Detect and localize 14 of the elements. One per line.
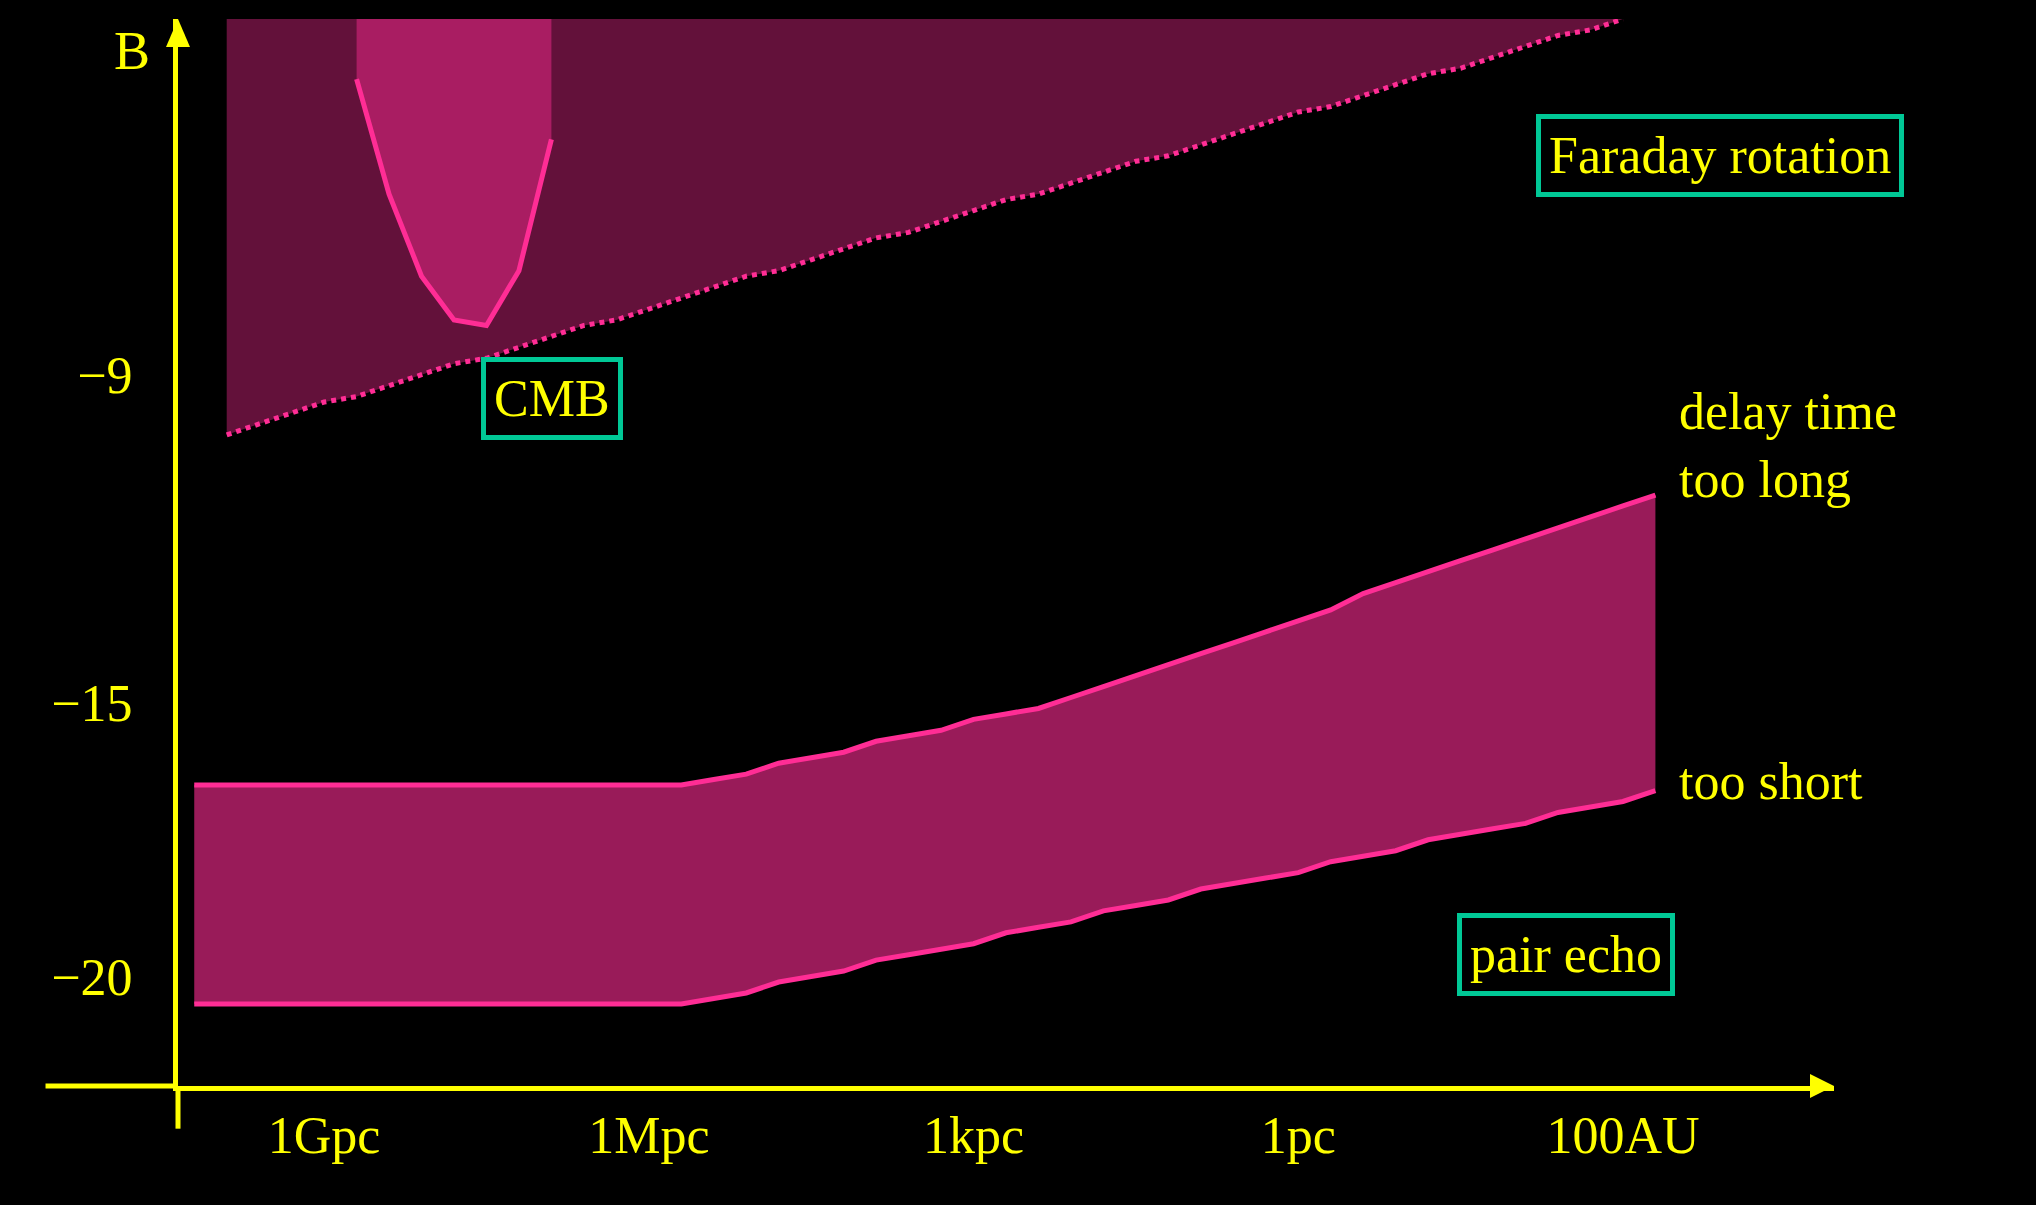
annotation: CMB xyxy=(494,370,610,427)
y-tick-label: −20 xyxy=(51,948,133,1006)
text: too short xyxy=(1679,753,1863,810)
y-tick-label: −15 xyxy=(51,675,133,733)
annotation: pair echo xyxy=(1470,926,1663,983)
x-tick-label: 1Gpc xyxy=(267,1107,381,1165)
text: delay time too long xyxy=(1679,383,1898,508)
y-tick-label: −9 xyxy=(77,346,133,404)
annotation: Faraday rotation xyxy=(1549,127,1892,184)
y-axis-title: B xyxy=(114,21,151,81)
x-tick-label: 1pc xyxy=(1260,1107,1336,1165)
x-tick-label: 1Mpc xyxy=(588,1107,710,1165)
x-tick-label: 1kpc xyxy=(922,1107,1025,1165)
x-tick-label: 100AU xyxy=(1546,1107,1700,1165)
